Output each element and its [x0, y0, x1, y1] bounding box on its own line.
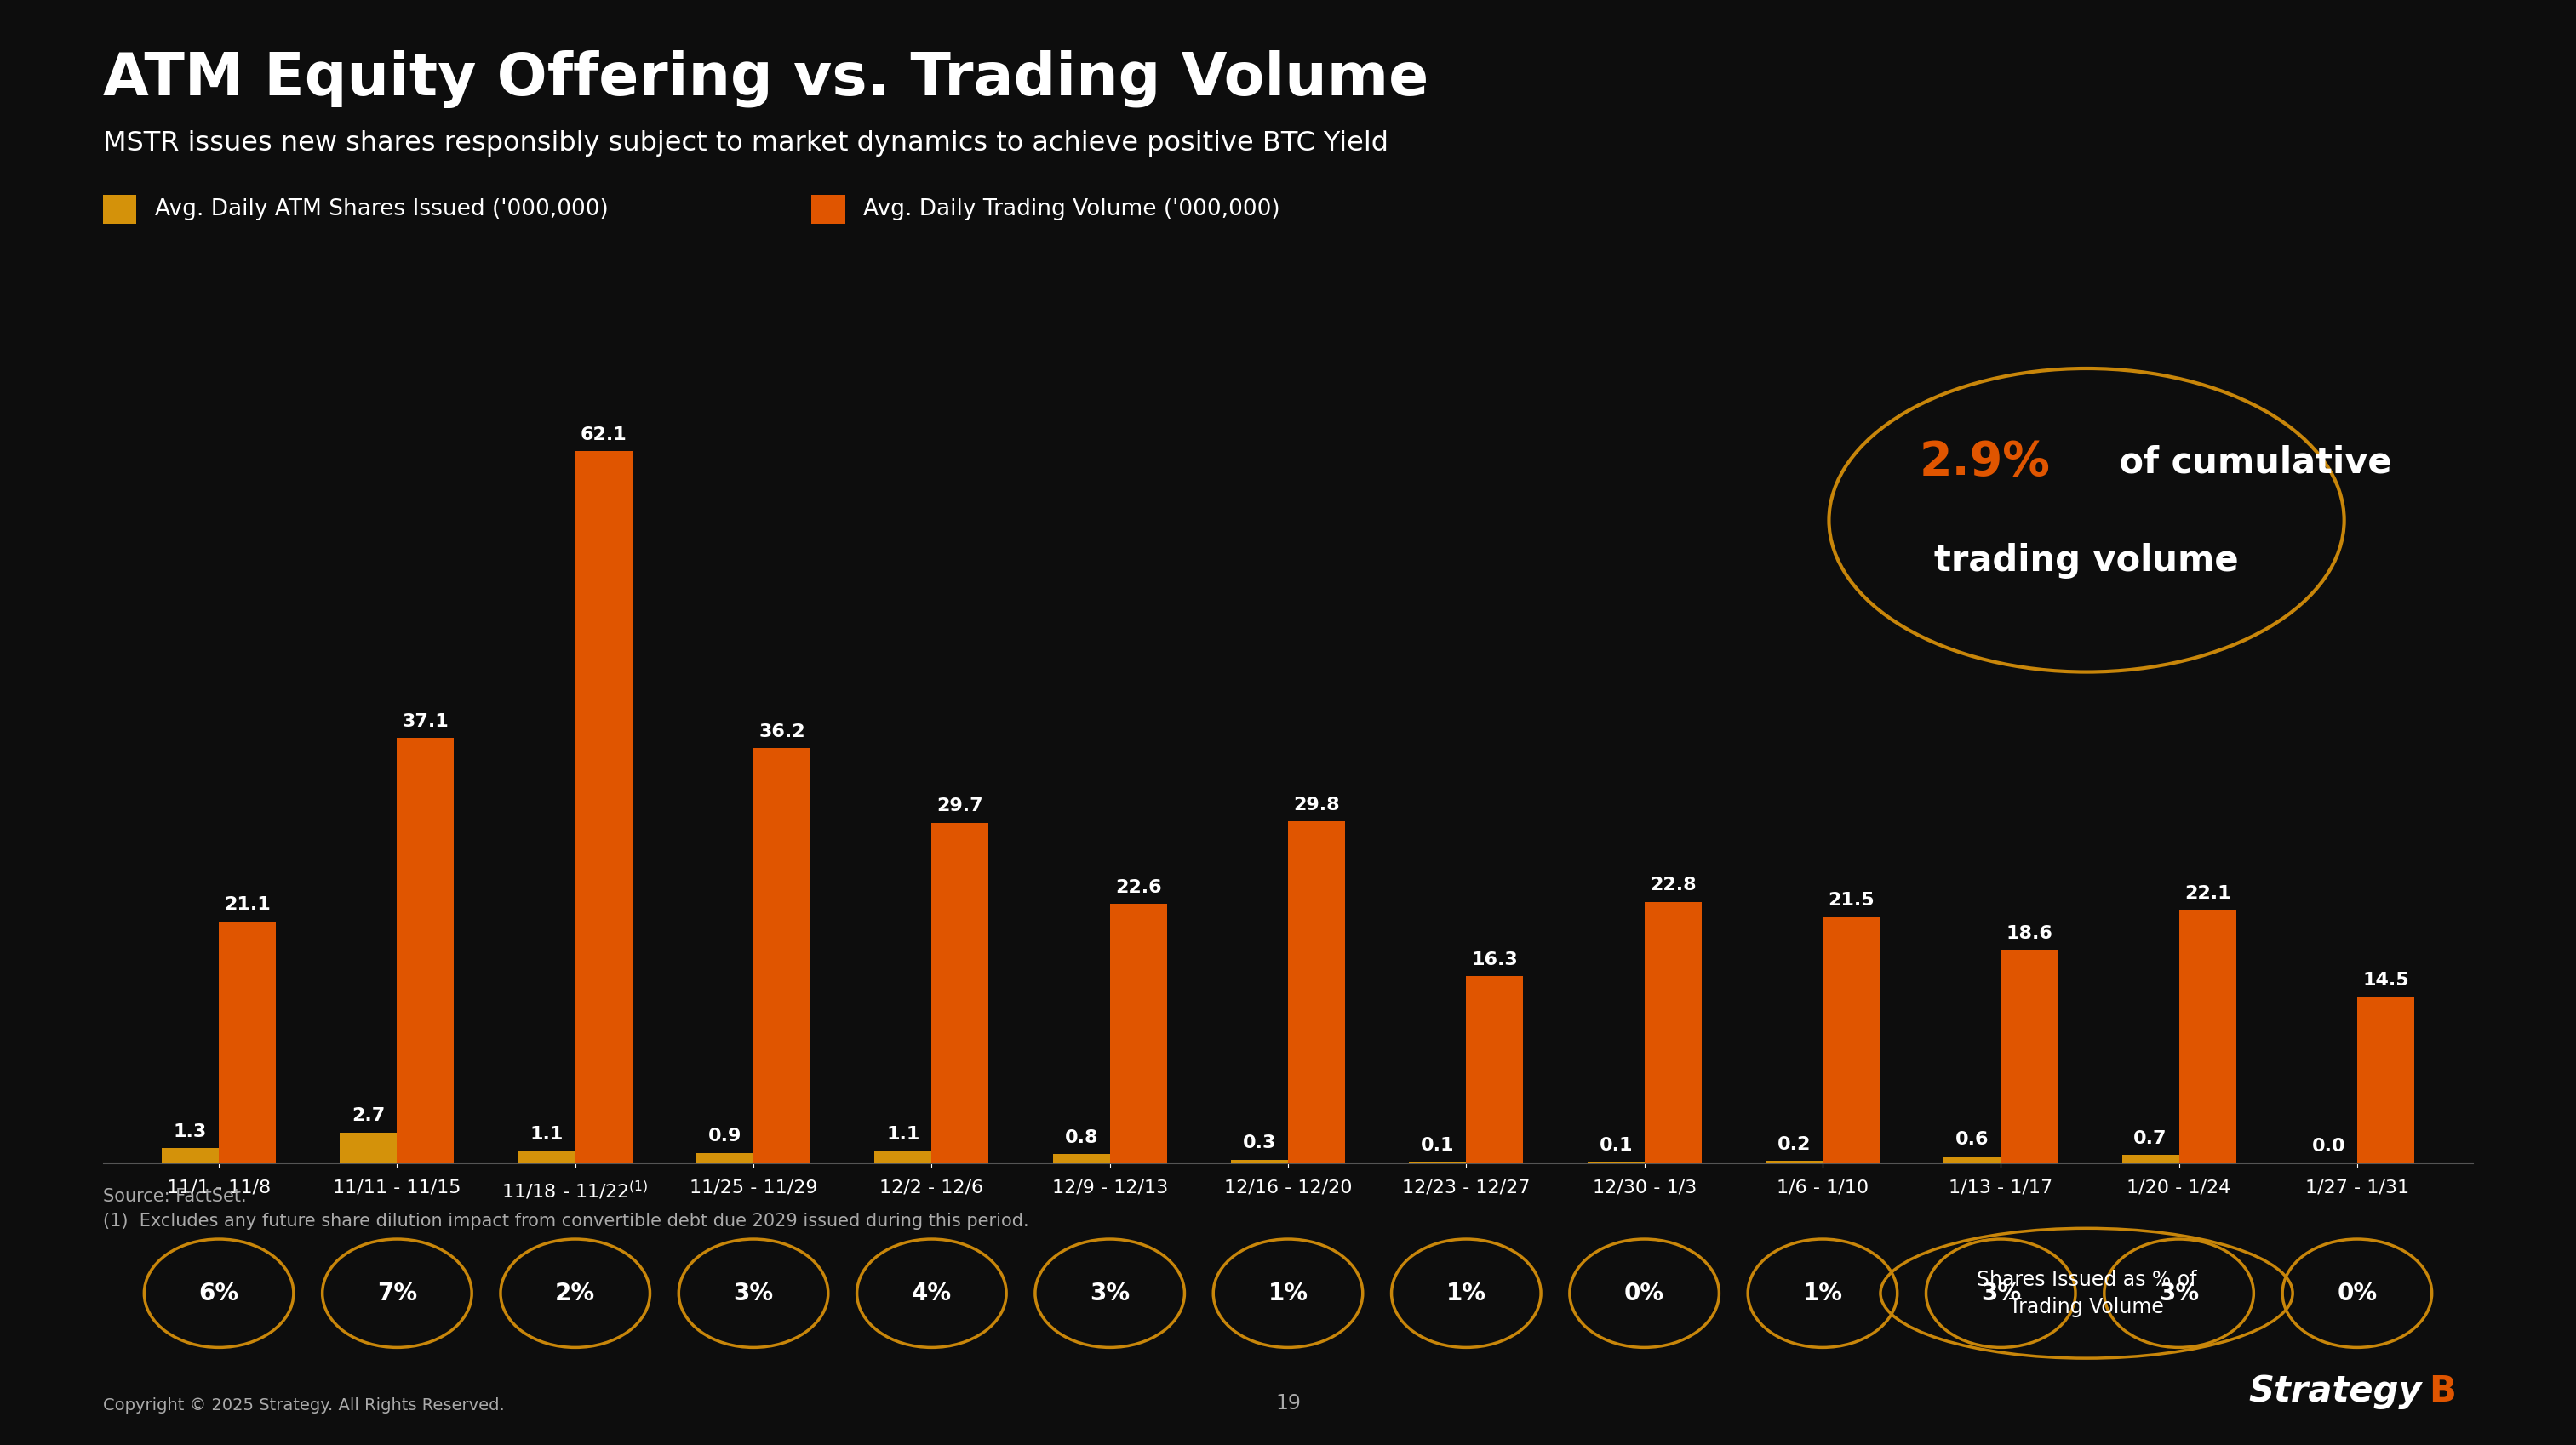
Text: 16.3: 16.3	[1471, 951, 1517, 968]
Text: Copyright © 2025 Strategy. All Rights Reserved.: Copyright © 2025 Strategy. All Rights Re…	[103, 1397, 505, 1413]
Bar	[1765, 1160, 1824, 1163]
Text: 0.3: 0.3	[1242, 1134, 1275, 1152]
Text: 18.6: 18.6	[2007, 925, 2053, 942]
Text: 1.3: 1.3	[173, 1123, 206, 1140]
Text: trading volume: trading volume	[1935, 543, 2239, 578]
Text: 0.8: 0.8	[1064, 1129, 1097, 1146]
Bar	[1945, 1156, 2002, 1163]
Text: 0.1: 0.1	[1600, 1137, 1633, 1155]
Text: (1)  Excludes any future share dilution impact from convertible debt due 2029 is: (1) Excludes any future share dilution i…	[103, 1212, 1028, 1230]
Bar	[219, 922, 276, 1163]
Bar	[1288, 822, 1345, 1163]
Text: MSTR issues new shares responsibly subject to market dynamics to achieve positiv: MSTR issues new shares responsibly subje…	[103, 130, 1388, 156]
Text: of cumulative: of cumulative	[2107, 445, 2393, 480]
Text: 0.9: 0.9	[708, 1129, 742, 1144]
Bar	[397, 738, 453, 1163]
Text: 1.1: 1.1	[531, 1126, 564, 1143]
Text: 3%: 3%	[2159, 1282, 2200, 1305]
Text: Avg. Daily ATM Shares Issued ('000,000): Avg. Daily ATM Shares Issued ('000,000)	[155, 198, 608, 221]
Text: 29.8: 29.8	[1293, 796, 1340, 814]
Text: 14.5: 14.5	[2362, 972, 2409, 988]
Text: 37.1: 37.1	[402, 712, 448, 730]
Text: 62.1: 62.1	[580, 426, 626, 444]
Text: 1%: 1%	[1803, 1282, 1842, 1305]
Bar	[696, 1153, 752, 1163]
Text: 0.0: 0.0	[2311, 1139, 2347, 1155]
Text: 3%: 3%	[1981, 1282, 2020, 1305]
Bar	[1231, 1160, 1288, 1163]
Text: 36.2: 36.2	[760, 722, 806, 740]
Bar	[340, 1133, 397, 1163]
Bar	[518, 1150, 574, 1163]
Text: 0%: 0%	[1625, 1282, 1664, 1305]
Text: 3%: 3%	[1090, 1282, 1131, 1305]
Text: 29.7: 29.7	[938, 798, 984, 815]
Bar	[1466, 977, 1522, 1163]
Text: Source: FactSet.: Source: FactSet.	[103, 1188, 247, 1205]
Text: Shares Issued as % of
Trading Volume: Shares Issued as % of Trading Volume	[1976, 1270, 2197, 1316]
Bar	[162, 1149, 219, 1163]
Bar	[574, 451, 631, 1163]
Bar	[2179, 910, 2236, 1163]
Text: 22.6: 22.6	[1115, 879, 1162, 896]
Text: 22.1: 22.1	[2184, 884, 2231, 902]
Bar	[2357, 997, 2414, 1163]
Bar	[1824, 916, 1880, 1163]
Bar	[1643, 902, 1700, 1163]
Text: Β: Β	[2429, 1373, 2455, 1409]
Bar	[1054, 1155, 1110, 1163]
Text: 19: 19	[1275, 1393, 1301, 1413]
Text: 7%: 7%	[376, 1282, 417, 1305]
Text: 0.1: 0.1	[1422, 1137, 1455, 1155]
Text: 6%: 6%	[198, 1282, 240, 1305]
Text: 21.5: 21.5	[1829, 892, 1875, 909]
Bar	[2002, 949, 2058, 1163]
Bar	[752, 749, 811, 1163]
Text: 0%: 0%	[2336, 1282, 2378, 1305]
Text: 0.6: 0.6	[1955, 1131, 1989, 1149]
Text: 2%: 2%	[556, 1282, 595, 1305]
Text: 2.9%: 2.9%	[1919, 439, 2050, 486]
Text: 1.1: 1.1	[886, 1126, 920, 1143]
Bar	[876, 1150, 933, 1163]
Text: 2.7: 2.7	[353, 1107, 386, 1124]
Bar	[2123, 1155, 2179, 1163]
Bar	[933, 822, 989, 1163]
Text: 4%: 4%	[912, 1282, 951, 1305]
Text: 0.7: 0.7	[2133, 1130, 2166, 1147]
Text: 1%: 1%	[1267, 1282, 1309, 1305]
Bar	[1110, 905, 1167, 1163]
Text: 21.1: 21.1	[224, 896, 270, 913]
Text: Avg. Daily Trading Volume ('000,000): Avg. Daily Trading Volume ('000,000)	[863, 198, 1280, 221]
Text: Strategy: Strategy	[2249, 1373, 2421, 1409]
Text: 3%: 3%	[734, 1282, 773, 1305]
Text: 0.2: 0.2	[1777, 1136, 1811, 1153]
Text: ATM Equity Offering vs. Trading Volume: ATM Equity Offering vs. Trading Volume	[103, 51, 1430, 108]
Text: 1%: 1%	[1445, 1282, 1486, 1305]
Text: 22.8: 22.8	[1649, 877, 1695, 894]
